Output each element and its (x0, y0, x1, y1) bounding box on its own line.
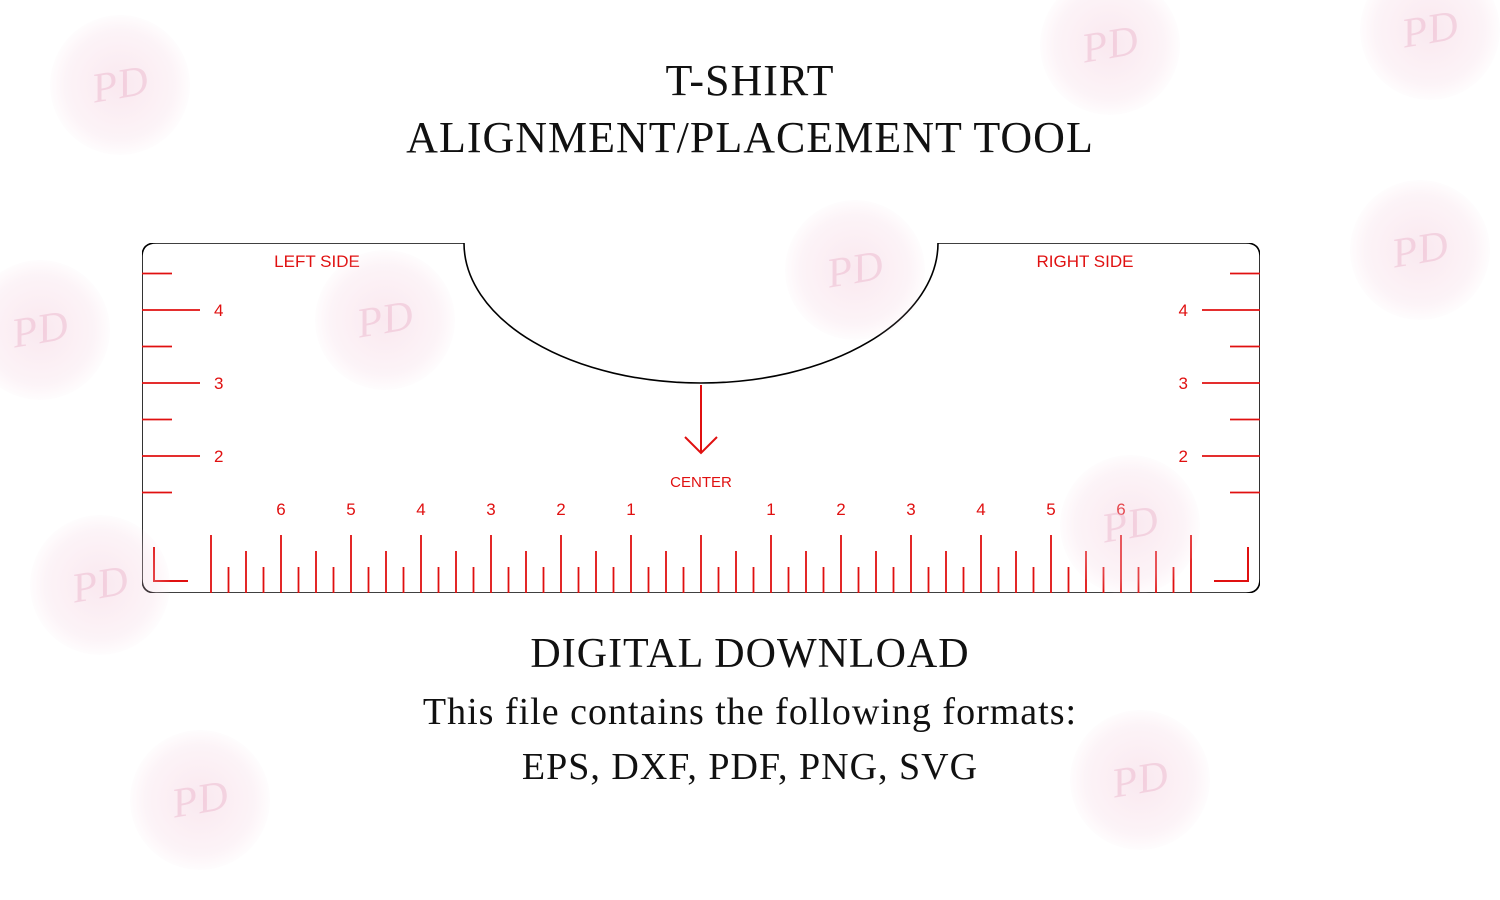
svg-text:6: 6 (1116, 500, 1125, 519)
svg-text:4: 4 (416, 500, 425, 519)
download-heading: DIGITAL DOWNLOAD (0, 630, 1500, 678)
ruler-tool: LEFT SIDE RIGHT SIDE 4 4 3 3 2 2 CENTER 1 1 2 2 3 3 4 4 5… (142, 243, 1260, 593)
svg-text:4: 4 (214, 301, 223, 320)
svg-text:3: 3 (214, 374, 223, 393)
svg-text:2: 2 (1179, 447, 1188, 466)
svg-text:2: 2 (556, 500, 565, 519)
watermark (1350, 180, 1490, 320)
left-side-label: LEFT SIDE (274, 252, 360, 271)
svg-text:4: 4 (1179, 301, 1188, 320)
download-line-2: EPS, DXF, PDF, PNG, SVG (0, 745, 1500, 789)
svg-text:2: 2 (836, 500, 845, 519)
svg-text:3: 3 (486, 500, 495, 519)
right-side-label: RIGHT SIDE (1037, 252, 1134, 271)
svg-text:5: 5 (1046, 500, 1055, 519)
title-line-1: T-SHIRT (0, 55, 1500, 106)
title-line-2: ALIGNMENT/PLACEMENT TOOL (0, 112, 1500, 163)
svg-text:2: 2 (214, 447, 223, 466)
svg-text:3: 3 (1179, 374, 1188, 393)
watermark (0, 260, 110, 400)
svg-text:3: 3 (906, 500, 915, 519)
download-line-1: This file contains the following formats… (0, 690, 1500, 734)
svg-text:5: 5 (346, 500, 355, 519)
ruler-svg: LEFT SIDE RIGHT SIDE 4 4 3 3 2 2 CENTER 1 1 2 2 3 3 4 4 5… (142, 243, 1260, 593)
svg-text:4: 4 (976, 500, 985, 519)
svg-text:1: 1 (626, 500, 635, 519)
svg-text:1: 1 (766, 500, 775, 519)
center-label: CENTER (670, 474, 732, 491)
svg-text:6: 6 (276, 500, 285, 519)
